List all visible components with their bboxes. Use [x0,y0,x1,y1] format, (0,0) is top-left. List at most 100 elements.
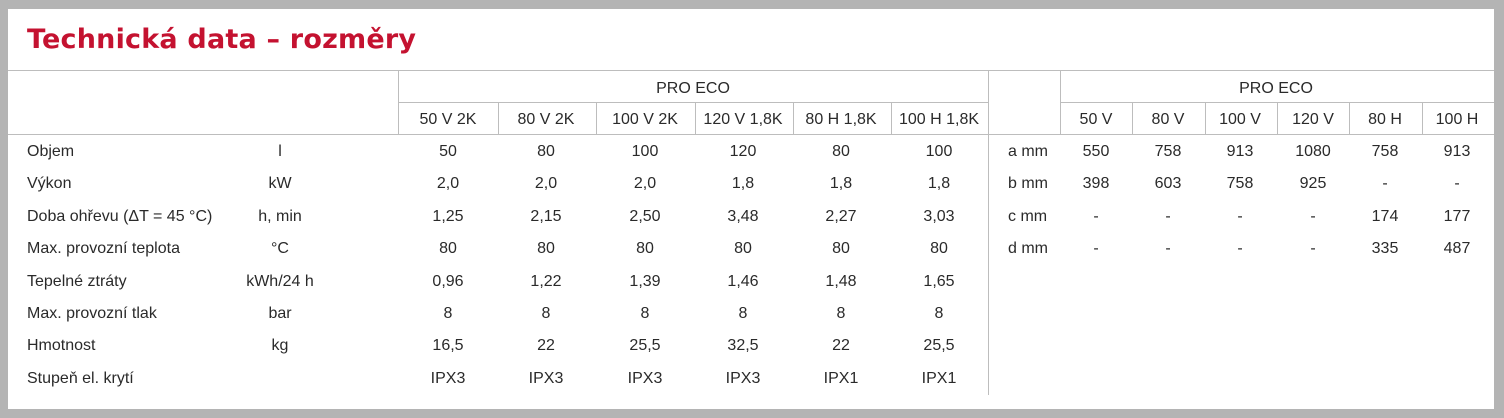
row-label: Tepelné ztráty [27,272,127,290]
right-column-header: 100 H [1435,111,1479,128]
row-label: Doba ohřevu (ΔT = 45 °C) [27,207,213,225]
table-cell: - [1093,240,1099,258]
table-cell: 32,5 [727,337,759,355]
row-unit: kg [271,337,289,355]
row-label: Max. provozní teplota [27,240,180,258]
table-cell: 2,0 [436,175,460,193]
left-column-header: 80 H 1,8K [805,111,877,128]
right-col-divider [1421,102,1423,135]
table-cell: 25,5 [923,337,955,355]
table-cell: IPX3 [627,369,663,387]
left-group-rule [398,102,988,103]
table-cell: 8 [738,305,748,322]
right-column-header: 80 H [1368,111,1402,128]
table-cell: 335 [1371,240,1399,258]
table-cell: 2,50 [629,207,661,225]
table-cell: - [1165,207,1171,225]
table-cell: 25,5 [629,337,661,355]
table-cell: 100 [925,143,953,160]
row-label: Objem [27,143,75,160]
row-label: Stupeň el. krytí [27,369,134,387]
right-col-divider [1349,102,1351,135]
table-cell: - [1165,240,1171,258]
table-cell: 100 [631,143,659,160]
table-cell: IPX1 [921,369,957,387]
spec-sheet: Technická data – rozměry PRO ECO 50 V 2K 8… [8,9,1494,409]
left-column-header: 80 V 2K [517,111,575,128]
table-cell: - [1237,207,1243,225]
table-cell: - [1454,175,1460,193]
dimension-label: d mm [1008,240,1048,258]
table-cell: 1,8 [927,175,951,193]
table-cell: 8 [541,305,551,322]
page-title: Technická data – rozměry [27,24,417,55]
table-cell: 1,46 [727,272,759,290]
right-column-header: 50 V [1079,111,1113,128]
table-cell: 1,22 [530,272,562,290]
table-cell: 1080 [1295,143,1331,160]
row-unit: l [278,143,282,160]
table-cell: 758 [1371,143,1399,160]
table-cell: 603 [1154,175,1182,193]
table-cell: 8 [640,305,650,322]
row-label: Výkon [27,175,72,193]
table-cell: 80 [930,240,948,258]
table-cell: 2,27 [825,207,857,225]
left-col-divider [694,102,696,135]
left-col-divider [891,102,892,135]
table-cell: - [1310,207,1316,225]
table-cell: 174 [1371,207,1399,225]
table-cell: 80 [537,143,555,160]
table-cell: 3,48 [727,207,759,225]
table-cell: 2,15 [530,207,562,225]
table-cell: - [1310,240,1316,258]
row-label: Hmotnost [27,337,96,355]
table-cell: 758 [1154,143,1182,160]
left-column-header: 100 H 1,8K [898,111,980,128]
dimension-label: c mm [1008,207,1048,225]
row-unit: °C [271,240,289,258]
table-cell: 1,8 [829,175,853,193]
left-col-divider [792,102,794,135]
table-cell: 80 [832,240,850,258]
left-column-header: 50 V 2K [419,111,477,128]
row-label: Max. provozní tlak [27,305,157,322]
right-group-label: PRO ECO [1239,80,1313,97]
table-cell: 1,8 [731,175,755,193]
dimension-label: a mm [1008,143,1048,160]
tables-divider [988,70,989,395]
table-cell: 1,25 [432,207,464,225]
right-header-divider [1060,70,1061,135]
table-cell: 398 [1082,175,1110,193]
table-cell: 8 [934,305,944,322]
table-cell: 1,39 [629,272,661,290]
right-column-header: 100 V [1219,111,1261,128]
table-cell: - [1237,240,1243,258]
left-column-header: 120 V 1,8K [703,111,783,128]
left-header-divider [398,70,399,135]
row-unit: kWh/24 h [246,272,314,290]
table-cell: 913 [1443,143,1471,160]
table-cell: 22 [832,337,850,355]
table-cell: 8 [836,305,846,322]
table-cell: 8 [443,305,453,322]
header-rule [8,134,1494,135]
table-cell: 80 [439,240,457,258]
table-cell: 925 [1299,175,1327,193]
table-cell: 2,0 [633,175,657,193]
table-cell: 50 [439,143,457,160]
row-unit: h, min [258,207,302,225]
table-cell: IPX3 [430,369,466,387]
table-cell: 80 [537,240,555,258]
right-col-divider [1132,102,1134,135]
table-cell: IPX1 [823,369,859,387]
table-cell: 550 [1082,143,1110,160]
table-cell: 2,0 [534,175,558,193]
right-column-header: 80 V [1151,111,1185,128]
table-cell: 16,5 [432,337,464,355]
table-cell: 487 [1443,240,1471,258]
right-column-header: 120 V [1292,111,1334,128]
left-col-divider [596,102,598,135]
table-cell: 758 [1226,175,1254,193]
title-rule [8,70,1494,71]
